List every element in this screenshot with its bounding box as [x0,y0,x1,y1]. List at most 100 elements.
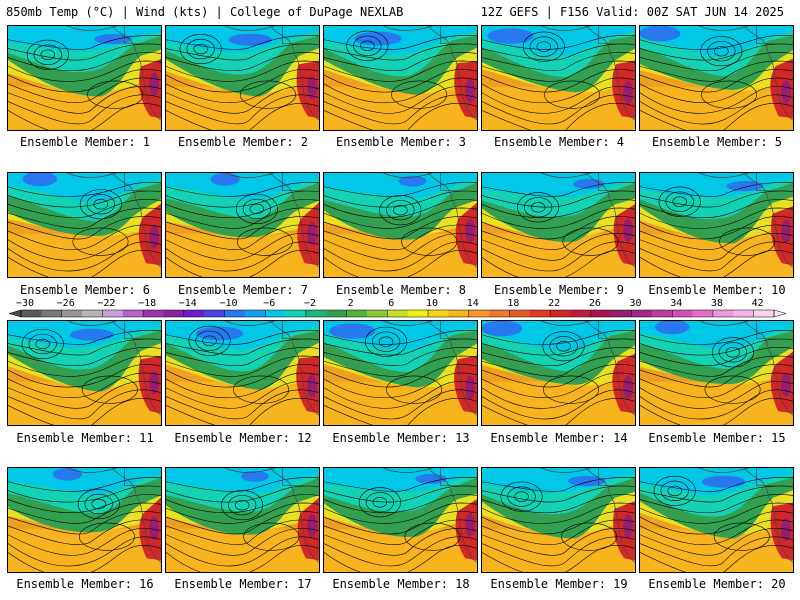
colorbar-segment [346,310,368,317]
ensemble-member-label: Ensemble Member: 17 [174,577,312,591]
ensemble-member-label: Ensemble Member: 20 [648,577,786,591]
ensemble-member-label: Ensemble Member: 10 [648,283,786,297]
temperature-map [8,468,161,572]
colorbar-segment [326,310,347,317]
colorbar-segment [387,310,408,317]
ensemble-member-panel [7,467,162,573]
temperature-map [8,26,161,130]
header-valid-time: 12Z GEFS | F156 Valid: 00Z SAT JUN 14 20… [480,5,784,19]
ensemble-member-panel [481,25,636,131]
colorbar-segment [712,310,734,317]
ensemble-member-label: Ensemble Member: 2 [177,135,309,149]
ensemble-member-panel [7,25,162,131]
temperature-map [482,321,635,425]
ensemble-member-label: Ensemble Member: 12 [174,431,312,445]
colorbar-segment [82,310,103,317]
temperature-map [324,173,477,277]
ensemble-member-panel [323,320,478,426]
ensemble-member-label: Ensemble Member: 8 [335,283,467,297]
colorbar-tick-label: −18 [138,298,156,309]
ensemble-member-panel [481,467,636,573]
colorbar-segment [61,310,83,317]
ensemble-member-panel [323,467,478,573]
ensemble-member-panel [7,320,162,426]
colorbar-segment [550,310,571,317]
colorbar-tick-label: 18 [507,298,519,309]
colorbar-tick-label: 22 [548,298,560,309]
temperature-map [166,26,319,130]
colorbar-segment [509,310,531,317]
ensemble-member-label: Ensemble Member: 14 [490,431,628,445]
temperature-map [8,173,161,277]
colorbar-segment [366,310,388,317]
colorbar-graphic: −30 −26 −22 −18 −14 −10 −6 −2 2 6 10 14 18 22 26 30 34 38… [8,298,787,318]
ensemble-member-label: Ensemble Member: 16 [16,577,154,591]
temperature-map [324,26,477,130]
ensemble-member-panel [323,25,478,131]
ensemble-member-panel [639,172,794,278]
ensemble-member-label: Ensemble Member: 19 [490,577,628,591]
colorbar-tick-label: 26 [589,298,601,309]
colorbar-tick-label: −26 [57,298,75,309]
header-title: 850mb Temp (°C) | Wind (kts) | College o… [6,5,404,19]
ensemble-member-panel [481,172,636,278]
temperature-map [166,468,319,572]
colorbar-max-arrow [773,309,787,318]
temperature-map [482,173,635,277]
colorbar-segment [285,310,307,317]
colorbar-segment [224,310,246,317]
ensemble-member-panel [639,25,794,131]
colorbar-tick-label: 34 [670,298,682,309]
colorbar-segment [753,310,775,317]
ensemble-member-label: Ensemble Member: 15 [648,431,786,445]
colorbar-tick-label: 10 [426,298,438,309]
temperature-map [324,321,477,425]
ensemble-member-label: Ensemble Member: 7 [177,283,309,297]
colorbar-segment [428,310,449,317]
ensemble-member-label: Ensemble Member: 9 [493,283,625,297]
temperature-map [482,468,635,572]
colorbar-segment [122,310,144,317]
colorbar-segment [41,310,63,317]
temperature-colorbar: −30 −26 −22 −18 −14 −10 −6 −2 2 6 10 14 18 22 26 30 34 38… [7,296,788,320]
colorbar-tick-label: −6 [263,298,275,309]
colorbar-min-arrow [8,309,22,318]
colorbar-segment [651,310,673,317]
colorbar-segment [265,310,286,317]
colorbar-segment [448,310,470,317]
colorbar-segment [163,310,185,317]
colorbar-tick-label: 42 [752,298,764,309]
colorbar-segment [570,310,592,317]
colorbar-segment [733,310,754,317]
colorbar-tick-label: −30 [16,298,34,309]
colorbar-segment [692,310,714,317]
colorbar-segment [468,310,490,317]
ensemble-member-panel [323,172,478,278]
ensemble-member-panel [639,320,794,426]
temperature-map [166,173,319,277]
ensemble-member-panel [481,320,636,426]
colorbar-segment [204,310,225,317]
ensemble-member-panel [165,467,320,573]
ensemble-member-label: Ensemble Member: 3 [335,135,467,149]
colorbar-segment [244,310,266,317]
temperature-map [640,468,793,572]
temperature-map [324,468,477,572]
colorbar-tick-label: 14 [467,298,479,309]
colorbar-segment [672,310,693,317]
colorbar-tick-label: −2 [304,298,316,309]
temperature-map [640,321,793,425]
ensemble-member-label: Ensemble Member: 6 [19,283,151,297]
ensemble-member-panel [7,172,162,278]
colorbar-tick-label: 38 [711,298,723,309]
colorbar-segment [489,310,510,317]
colorbar-segment [590,310,612,317]
colorbar-segment [21,310,42,317]
temperature-map [640,173,793,277]
ensemble-member-panel [165,320,320,426]
colorbar-tick-label: −14 [179,298,197,309]
colorbar-tick-label: 6 [388,298,394,309]
colorbar-segment [183,310,205,317]
ensemble-member-panel [165,172,320,278]
